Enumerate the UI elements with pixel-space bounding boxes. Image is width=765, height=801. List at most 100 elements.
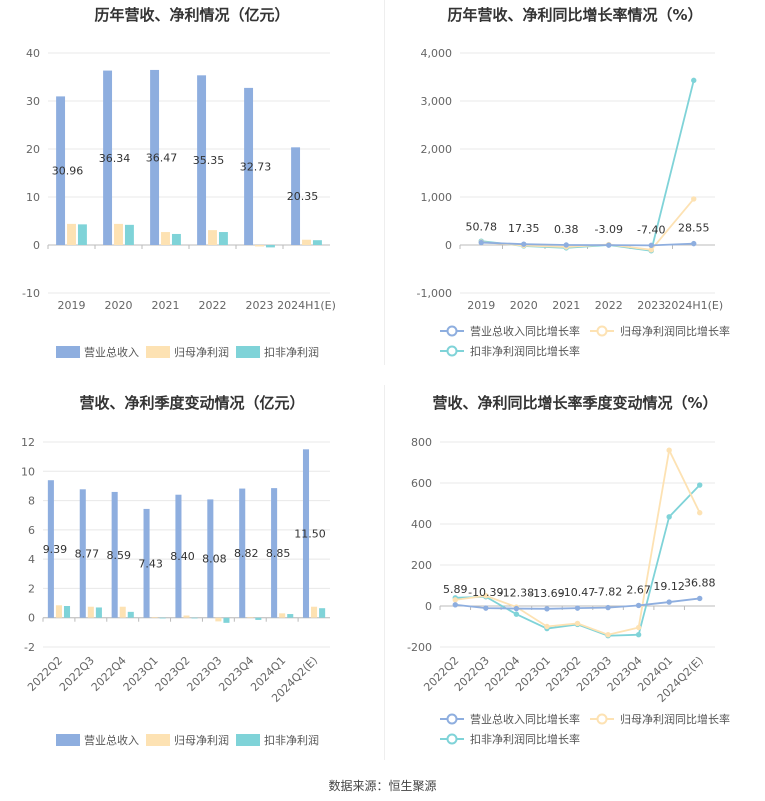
bar-deducted-net-profit — [77, 224, 87, 245]
bar-revenue — [291, 147, 301, 245]
bar-data-label: 8.08 — [202, 553, 227, 566]
y-tick-label: 4,000 — [421, 47, 453, 60]
bar-deducted-net-profit — [127, 611, 134, 618]
y-tick-label: 600 — [411, 477, 432, 490]
line-data-label: -10.47 — [560, 586, 595, 599]
y-tick-label: 10 — [26, 191, 40, 204]
bar-deducted-net-profit — [265, 245, 275, 248]
bar-parent-net-profit — [302, 239, 311, 245]
chart-canvas: -20002004006008002022Q22022Q32022Q42023Q… — [407, 436, 730, 746]
line-data-label: 5.89 — [443, 583, 468, 596]
series-point — [648, 247, 654, 253]
legend-label: 扣非净利润同比增长率 — [470, 732, 580, 746]
bar-deducted-net-profit — [255, 617, 262, 620]
bar-deducted-net-profit — [287, 614, 294, 618]
bar-revenue — [47, 480, 54, 618]
chart-title: 营收、净利季度变动情况（亿元） — [79, 394, 305, 412]
bar-revenue — [143, 508, 150, 618]
bar-deducted-net-profit — [63, 606, 71, 618]
bar-data-label: 36.34 — [99, 152, 131, 165]
bar-parent-net-profit — [255, 245, 264, 247]
legend-label: 营业总收入同比增长率 — [470, 712, 580, 726]
y-tick-label: 2 — [28, 582, 35, 595]
series-point — [697, 595, 703, 602]
annual-growth-rate-chart: 历年营收、净利同比增长率情况（%） -1,000 0 1,000 2,000 3,000… — [385, 0, 765, 370]
bar-parent-net-profit — [215, 617, 222, 622]
y-tick-label: 400 — [411, 518, 432, 531]
y-tick-label: 1,000 — [421, 191, 453, 204]
legend-marker — [596, 713, 608, 725]
legend-swatch — [56, 734, 80, 746]
y-tick-label: 2,000 — [421, 143, 453, 156]
y-tick-label: 200 — [411, 559, 432, 572]
quarterly-growth-rate-chart: 营收、净利同比增长率季度变动情况（%） -200 0 200 400 600 800 202… — [385, 388, 765, 768]
bar-data-label: 11.50 — [294, 528, 326, 541]
y-tick-label: -200 — [407, 641, 432, 654]
bar-parent-net-profit — [87, 606, 94, 618]
bar-data-label: 7.43 — [138, 557, 163, 570]
bar-deducted-net-profit — [218, 232, 228, 245]
legend-label: 归母净利润 — [174, 345, 229, 359]
bar-data-label: 32.73 — [240, 160, 272, 173]
bar-parent-net-profit — [55, 605, 62, 618]
y-tick-label: -10 — [22, 287, 40, 300]
line-data-label: -7.82 — [594, 586, 622, 599]
bar-revenue — [150, 69, 160, 245]
legend-label: 归母净利润 — [174, 733, 229, 747]
bar-deducted-net-profit — [95, 607, 102, 618]
line-data-label: 28.55 — [678, 222, 710, 235]
bar-deducted-net-profit — [159, 617, 166, 619]
legend-label: 营业总收入 — [84, 733, 139, 747]
series-line — [481, 241, 694, 247]
bar-revenue — [175, 494, 182, 618]
x-tick-label: 2022 — [199, 299, 227, 312]
legend-marker — [446, 713, 458, 725]
bar-parent-net-profit — [208, 230, 217, 245]
y-tick-label: -1,000 — [417, 287, 452, 300]
legend-swatch — [236, 734, 260, 746]
x-tick-label: 2022 — [595, 299, 623, 312]
bar-revenue — [244, 87, 254, 246]
series-point — [697, 482, 703, 488]
series-point — [691, 77, 697, 84]
line-data-label: -7.40 — [637, 223, 665, 236]
bar-revenue — [56, 96, 66, 245]
line-data-label: 36.88 — [684, 576, 716, 589]
series-point — [544, 606, 550, 612]
series-point — [478, 239, 484, 246]
bar-parent-net-profit — [151, 616, 158, 618]
bar-deducted-net-profit — [191, 617, 198, 619]
y-tick-label: 0 — [445, 239, 452, 252]
series-point — [697, 510, 703, 516]
series-point — [483, 605, 489, 611]
y-tick-label: 10 — [21, 465, 35, 478]
y-tick-label: -2 — [24, 641, 35, 654]
chart-canvas: -10 0 10 20 30 40 2019 2020 2021 2022 2023 2024H1(E… — [22, 47, 336, 359]
legend-marker — [446, 733, 458, 745]
series-point — [513, 605, 520, 612]
series-point — [666, 447, 672, 453]
bar-parent-net-profit — [247, 616, 254, 618]
bar-parent-net-profit — [279, 613, 286, 618]
x-tick-label: 2024H1(E) — [277, 299, 336, 312]
series-point — [648, 242, 654, 249]
chart-canvas: -1,000 0 1,000 2,000 3,000 4,000 2019 2020 2021 2… — [417, 47, 730, 358]
line-data-label: -10.39 — [468, 586, 503, 599]
x-tick-label: 2021 — [552, 299, 580, 312]
y-tick-label: 40 — [26, 47, 40, 60]
series-point — [574, 620, 581, 627]
bar-data-label: 30.96 — [52, 165, 84, 178]
y-tick-label: 30 — [26, 95, 40, 108]
chart-title: 历年营收、净利情况（亿元） — [94, 6, 290, 24]
series-point — [483, 593, 489, 599]
quarterly-revenue-profit-chart: 营收、净利季度变动情况（亿元） -2 0 2 4 6 8 10 12 2022Q2 2022Q3 2… — [0, 388, 384, 768]
series-point — [635, 632, 642, 638]
bar-data-label: 9.39 — [43, 543, 68, 556]
line-data-label: 50.78 — [466, 221, 498, 234]
chart-title: 营收、净利同比增长率季度变动情况（%） — [432, 394, 718, 412]
bar-parent-net-profit — [67, 223, 76, 245]
bar-revenue — [197, 75, 207, 245]
legend-label: 扣非净利润 — [264, 733, 319, 747]
bar-revenue — [271, 488, 278, 618]
chart-title: 历年营收、净利同比增长率情况（%） — [447, 6, 703, 24]
